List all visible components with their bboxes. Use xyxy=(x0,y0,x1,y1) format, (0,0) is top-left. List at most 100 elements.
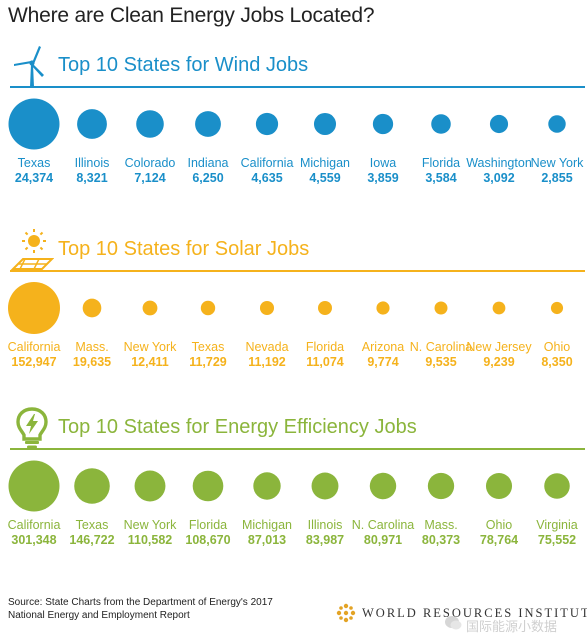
bubble-michigan xyxy=(313,112,337,136)
job-count: 8,350 xyxy=(541,355,573,369)
bubble-washington xyxy=(489,114,509,134)
section-divider xyxy=(10,448,585,450)
state-name: Illinois xyxy=(74,156,110,170)
state-label: Texas 146,722 xyxy=(56,518,128,548)
state-name: Indiana xyxy=(187,156,229,170)
job-count: 12,411 xyxy=(131,355,169,369)
state-label: New York 110,582 xyxy=(114,518,186,548)
job-count: 4,559 xyxy=(309,171,341,185)
label-row: California 301,348 Texas 146,722 New York 110… xyxy=(0,518,587,558)
state-label: Nevada 11,192 xyxy=(231,340,303,370)
state-label: Washington 3,092 xyxy=(463,156,535,186)
state-name: Virginia xyxy=(536,518,578,532)
bubble-iowa xyxy=(372,113,394,135)
state-name: California xyxy=(240,156,294,170)
state-name: Colorado xyxy=(124,156,176,170)
wechat-watermark-icon xyxy=(445,616,462,630)
state-name: Ohio xyxy=(543,340,571,354)
state-name: Mass. xyxy=(424,518,458,532)
job-count: 80,971 xyxy=(363,533,403,547)
bubble-nevada xyxy=(259,300,275,316)
state-label: California 4,635 xyxy=(231,156,303,186)
bubble-row xyxy=(8,282,564,334)
bubble-arizona xyxy=(376,301,390,315)
lightbulb-icon xyxy=(16,407,48,449)
bubble-new-jersey xyxy=(492,301,506,315)
job-count: 9,535 xyxy=(425,355,457,369)
source-note: Source: State Charts from the Department… xyxy=(8,597,273,621)
bubble-texas xyxy=(200,300,216,316)
bubble-california xyxy=(255,112,279,136)
section-title: Top 10 States for Wind Jobs xyxy=(58,54,309,76)
state-name: Texas xyxy=(191,340,225,354)
job-count: 78,764 xyxy=(479,533,519,547)
state-name: N. Carolina xyxy=(351,518,415,532)
job-count: 110,582 xyxy=(127,533,173,547)
section-divider xyxy=(10,270,585,272)
wri-logo-icon xyxy=(336,603,356,623)
state-name: Ohio xyxy=(485,518,513,532)
job-count: 4,635 xyxy=(251,171,283,185)
watermark-text: 国际能源小数据 xyxy=(466,619,558,634)
bubble-n-carolina xyxy=(369,472,397,500)
job-count: 152,947 xyxy=(11,355,57,369)
state-name: Nevada xyxy=(245,340,289,354)
job-count: 108,670 xyxy=(185,533,231,547)
bubble-mass xyxy=(82,298,102,318)
state-label: New Jersey 9,239 xyxy=(463,340,535,370)
state-name: Arizona xyxy=(361,340,405,354)
state-name: Michigan xyxy=(241,518,293,532)
job-count: 11,729 xyxy=(189,355,227,369)
bubble-texas xyxy=(74,468,110,504)
job-count: 3,584 xyxy=(425,171,457,185)
state-name: Washington xyxy=(466,156,532,170)
page-title: Where are Clean Energy Jobs Located? xyxy=(8,4,375,27)
state-name: California xyxy=(7,518,61,532)
job-count: 11,192 xyxy=(248,355,286,369)
state-label: Mass. 19,635 xyxy=(56,340,128,370)
bubble-michigan xyxy=(253,472,281,500)
label-row: Texas 24,374 Illinois 8,321 Colorado 7,124 Ind… xyxy=(0,156,587,196)
wri-brand-name: WORLD RESOURCES INSTITUTE xyxy=(362,606,587,620)
state-name: Florida xyxy=(421,156,461,170)
label-row: California 152,947 Mass. 19,635 New York 12,4… xyxy=(0,340,587,380)
job-count: 301,348 xyxy=(11,533,57,547)
bubble-illinois xyxy=(77,109,107,139)
bubble-new-york xyxy=(134,470,166,502)
bubble-indiana xyxy=(195,111,221,137)
state-label: Arizona 9,774 xyxy=(347,340,419,370)
state-name: Texas xyxy=(75,518,109,532)
state-label: Illinois 83,987 xyxy=(289,518,361,548)
state-label: N. Carolina 80,971 xyxy=(347,518,419,548)
bubble-row xyxy=(8,460,570,512)
job-count: 75,552 xyxy=(537,533,577,547)
state-name: Mass. xyxy=(75,340,109,354)
state-name: Florida xyxy=(305,340,345,354)
job-count: 11,074 xyxy=(306,355,344,369)
bubble-ohio xyxy=(550,301,564,315)
job-count: 8,321 xyxy=(76,171,108,185)
bubble-new-york xyxy=(142,300,158,316)
state-label: Mass. 80,373 xyxy=(405,518,477,548)
state-name: Iowa xyxy=(369,156,397,170)
job-count: 6,250 xyxy=(192,171,224,185)
bubble-virginia xyxy=(544,473,570,499)
state-name: Illinois xyxy=(307,518,343,532)
job-count: 87,013 xyxy=(247,533,287,547)
bubble-california xyxy=(8,282,60,334)
bubble-colorado xyxy=(136,110,164,138)
state-name: New York xyxy=(123,340,177,354)
state-label: Indiana 6,250 xyxy=(172,156,244,186)
state-name: California xyxy=(7,340,61,354)
bubble-n-carolina xyxy=(434,301,448,315)
state-label: Ohio 8,350 xyxy=(521,340,587,370)
job-count: 7,124 xyxy=(134,171,166,185)
bubble-florida xyxy=(431,114,451,134)
bubble-texas xyxy=(8,98,60,150)
state-label: N. Carolina 9,535 xyxy=(405,340,477,370)
state-label: Illinois 8,321 xyxy=(56,156,128,186)
state-name: New Jersey xyxy=(466,340,532,354)
job-count: 3,859 xyxy=(367,171,399,185)
state-label: Colorado 7,124 xyxy=(114,156,186,186)
state-name: New York xyxy=(123,518,177,532)
